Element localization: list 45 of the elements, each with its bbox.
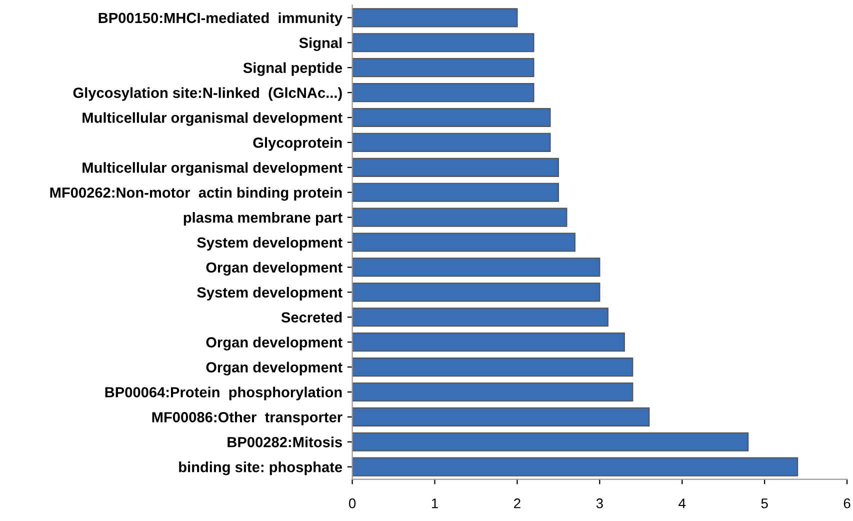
y-tick-label: Secreted bbox=[281, 312, 342, 323]
y-tick-label: plasma membrane part bbox=[184, 212, 342, 226]
y-tick-label: MF00262:Non-motor actin binding protein bbox=[50, 187, 342, 201]
y-tick-label: Multicellular organismal development bbox=[82, 162, 342, 176]
y-tick-label: System development bbox=[197, 286, 342, 300]
y-tick-label: Signal peptide bbox=[243, 62, 342, 76]
y-tick-label: BP00064:Protein phosphorylation bbox=[105, 386, 342, 400]
y-tick-label: Organ development bbox=[206, 262, 342, 276]
x-tick-label: 5 bbox=[761, 498, 768, 508]
bar bbox=[352, 332, 625, 352]
bar bbox=[352, 182, 559, 202]
y-tick-label: binding site: phosphate bbox=[179, 462, 342, 476]
bar bbox=[352, 158, 559, 177]
bar bbox=[352, 407, 650, 426]
x-tick-label: 3 bbox=[596, 498, 603, 508]
bar bbox=[352, 308, 608, 327]
x-tick-label: 4 bbox=[678, 498, 686, 508]
y-tick-label: BP00150:MHCI-mediated immunity bbox=[98, 12, 342, 26]
bar bbox=[352, 282, 600, 302]
bar bbox=[352, 83, 534, 102]
y-tick-label: Organ development bbox=[206, 362, 342, 376]
bar bbox=[352, 357, 634, 377]
bar bbox=[352, 432, 749, 452]
bar bbox=[352, 8, 518, 28]
x-tick-label: 6 bbox=[844, 498, 850, 508]
x-tick-label: 2 bbox=[514, 498, 520, 508]
y-tick-label: Glycoprotein bbox=[253, 137, 342, 151]
bar bbox=[352, 232, 576, 252]
bar bbox=[352, 382, 634, 402]
x-tick-label: 1 bbox=[432, 498, 438, 508]
y-tick-label: Glycosylation site:N-linked (GlcNAc...) bbox=[73, 87, 342, 101]
y-tick-label: Signal bbox=[299, 37, 342, 52]
bar bbox=[352, 58, 534, 78]
x-tick-label: 0 bbox=[348, 498, 356, 508]
bar bbox=[352, 33, 534, 52]
y-tick-label: System development bbox=[197, 236, 342, 251]
bar bbox=[352, 457, 798, 476]
bar bbox=[352, 108, 551, 128]
y-tick-label: Organ development bbox=[206, 336, 342, 350]
bar bbox=[352, 132, 551, 152]
y-tick-label: Multicellular organismal development bbox=[82, 112, 342, 126]
bar bbox=[352, 208, 568, 227]
y-tick-label: BP00282:Mitosis bbox=[228, 436, 342, 448]
bar bbox=[352, 258, 600, 277]
y-tick-label: MF00086:Other transporter bbox=[152, 412, 342, 426]
